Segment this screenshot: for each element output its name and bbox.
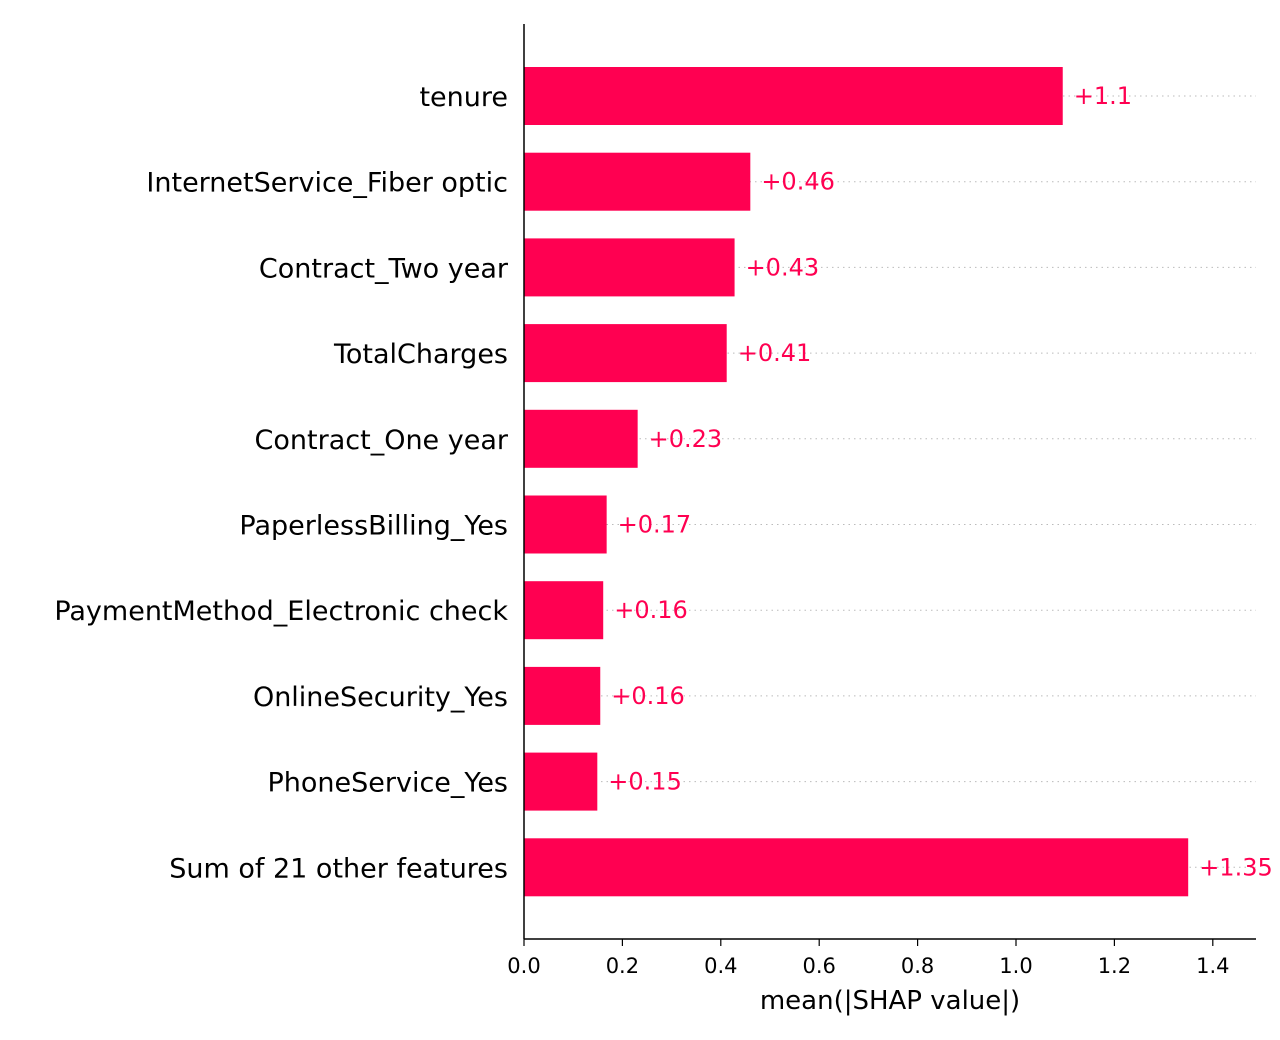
value-label: +0.17 bbox=[618, 511, 692, 539]
bars-group bbox=[524, 67, 1189, 897]
value-label: +1.35 bbox=[1199, 853, 1273, 881]
guide-lines bbox=[524, 95, 1256, 868]
value-label: +0.16 bbox=[611, 682, 685, 710]
bar bbox=[524, 324, 727, 383]
x-ticks-group: 0.0 0.2 0.4 0.6 0.8 1.0 1.2 1.4 bbox=[507, 939, 1230, 978]
x-tick-label: 1.0 bbox=[999, 954, 1032, 978]
value-label: +0.43 bbox=[746, 253, 820, 281]
category-labels-group: tenure InternetService_Fiber optic Contrac… bbox=[54, 82, 509, 884]
value-label: +1.1 bbox=[1074, 82, 1132, 110]
bar bbox=[524, 409, 638, 468]
bar bbox=[524, 495, 607, 554]
category-label: Contract_One year bbox=[255, 425, 509, 456]
x-tick-label: 0.8 bbox=[901, 954, 934, 978]
x-axis-title: mean(|SHAP value|) bbox=[760, 986, 1020, 1016]
bar bbox=[524, 152, 751, 211]
x-tick-label: 0.2 bbox=[606, 954, 639, 978]
value-labels-group: +1.1 +0.46 +0.43 +0.41 +0.23 +0.17 +0.16 +0.16 +… bbox=[608, 82, 1272, 881]
value-label: +0.15 bbox=[608, 768, 682, 796]
category-label: PaymentMethod_Electronic check bbox=[54, 596, 508, 627]
x-tick-label: 0.6 bbox=[802, 954, 835, 978]
category-label: Sum of 21 other features bbox=[169, 853, 508, 884]
bar bbox=[524, 67, 1063, 125]
category-label: Contract_Two year bbox=[259, 253, 509, 284]
x-tick-label: 0.4 bbox=[704, 954, 737, 978]
x-tick-label: 1.2 bbox=[1098, 954, 1131, 978]
bar bbox=[524, 666, 601, 725]
value-label: +0.41 bbox=[738, 339, 812, 367]
category-label: PhoneService_Yes bbox=[267, 768, 508, 799]
bar bbox=[524, 238, 735, 297]
category-label: InternetService_Fiber optic bbox=[146, 168, 508, 199]
value-label: +0.16 bbox=[614, 596, 688, 624]
bar bbox=[524, 581, 604, 640]
category-label: TotalCharges bbox=[333, 339, 508, 370]
bar bbox=[524, 752, 598, 811]
value-label: +0.23 bbox=[649, 425, 723, 453]
x-tick-label: 0.0 bbox=[507, 954, 540, 978]
x-tick-label: 1.4 bbox=[1196, 954, 1229, 978]
category-label: tenure bbox=[419, 82, 508, 113]
category-label: OnlineSecurity_Yes bbox=[253, 682, 508, 713]
bar bbox=[524, 838, 1189, 897]
category-label: PaperlessBilling_Yes bbox=[239, 511, 508, 542]
value-label: +0.46 bbox=[761, 168, 835, 196]
